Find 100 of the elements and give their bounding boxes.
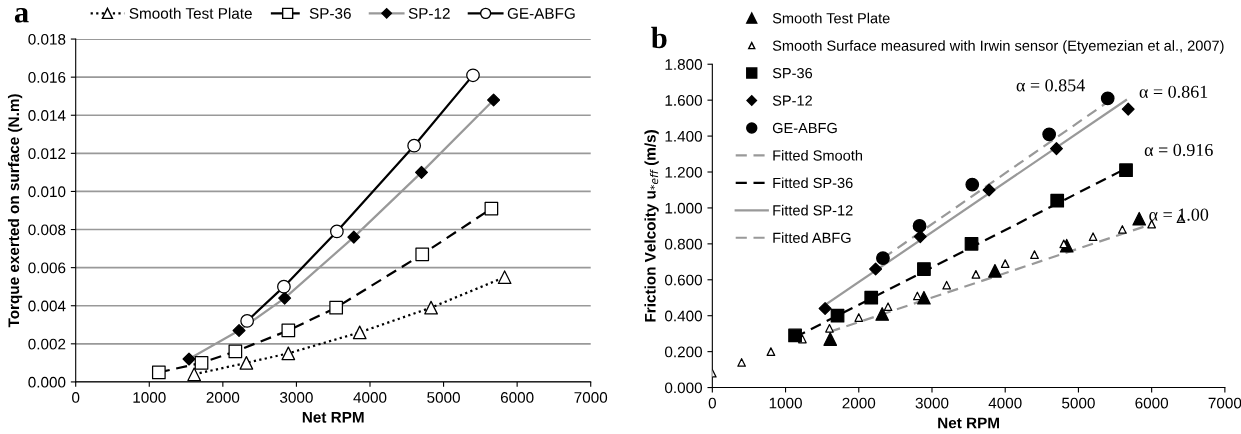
x-tick-label: 3000 xyxy=(280,392,313,403)
point xyxy=(854,313,864,322)
point xyxy=(883,302,893,312)
point xyxy=(1050,193,1065,208)
y-tick-label: 0.600 xyxy=(664,274,703,286)
point xyxy=(484,201,499,216)
x-tick-label: 7000 xyxy=(574,392,608,403)
y-axis-title: Torque exerted on surface (N.m) xyxy=(7,94,23,328)
annotation: α = 0.854 xyxy=(1016,79,1085,92)
legend-label: GE-ABFG xyxy=(772,122,837,134)
y-tick-label: 0.400 xyxy=(664,310,703,322)
point xyxy=(187,367,202,382)
point xyxy=(232,323,246,338)
point xyxy=(497,270,512,285)
x-axis-title: Net RPM xyxy=(938,417,999,429)
point xyxy=(415,247,430,262)
chart-title: b xyxy=(651,26,667,49)
legend-label: SP-12 xyxy=(772,95,812,106)
legend-label: Smooth Surface measured with Irwin sensor (Etyemezian et al., 2007) xyxy=(772,40,1224,54)
point xyxy=(194,355,209,370)
point xyxy=(329,300,344,315)
x-tick-label: 4000 xyxy=(988,397,1022,409)
y-tick-label: 1.800 xyxy=(665,59,703,70)
y-tick-label: 0.012 xyxy=(28,148,66,160)
point xyxy=(1049,142,1063,156)
point xyxy=(281,323,296,338)
y-tick-label: 0.010 xyxy=(28,186,66,198)
x-axis-title: Net RPM xyxy=(302,412,364,423)
x-tick-label: 5000 xyxy=(1062,397,1095,409)
point xyxy=(281,346,296,361)
y-tick-label: 1.600 xyxy=(665,95,703,106)
x-tick-label: 2000 xyxy=(842,397,876,409)
point xyxy=(825,323,834,333)
y-tick-label: 0.014 xyxy=(28,110,66,121)
x-tick-label: 2000 xyxy=(206,392,240,403)
point xyxy=(971,270,981,279)
annotation: α = 1.00 xyxy=(1149,208,1209,221)
annotation: α = 0.916 xyxy=(1144,143,1213,157)
point xyxy=(347,230,361,244)
legend-label: Fitted SP-12 xyxy=(773,204,853,216)
point xyxy=(917,290,931,305)
point xyxy=(913,230,927,244)
x-tick-label: 1000 xyxy=(133,392,166,403)
point xyxy=(869,262,883,276)
point xyxy=(917,262,931,276)
x-tick-label: 5000 xyxy=(427,392,460,403)
legend-label: Smooth Test Plate xyxy=(772,12,890,24)
point xyxy=(964,236,979,251)
legend-label: SP-12 xyxy=(408,8,450,19)
point xyxy=(818,302,832,316)
point xyxy=(151,365,166,380)
y-tick-label: 1.200 xyxy=(665,166,703,178)
point xyxy=(942,280,952,290)
point xyxy=(912,291,922,301)
y-tick-label: 1.000 xyxy=(665,202,703,214)
point xyxy=(352,325,367,340)
legend-label: Fitted ABFG xyxy=(773,232,851,243)
point xyxy=(982,183,996,197)
point xyxy=(424,300,438,315)
y-tick-label: 0.200 xyxy=(664,346,703,358)
legend-label: Fitted SP-36 xyxy=(773,177,853,189)
annotation: α = 0.861 xyxy=(1139,85,1208,98)
point xyxy=(487,93,501,107)
point xyxy=(875,307,890,321)
point xyxy=(414,165,429,179)
legend-label: Fitted Smooth xyxy=(773,149,862,161)
point xyxy=(1088,232,1098,242)
y-tick-label: 0.000 xyxy=(28,376,66,388)
y-tick-label: 0.016 xyxy=(28,72,66,83)
point xyxy=(988,263,1002,278)
y-tick-label: 0.004 xyxy=(28,300,66,312)
legend-label: GE-ABFG xyxy=(507,8,575,19)
x-tick-label: 0 xyxy=(72,392,80,403)
y-tick-label: 0.800 xyxy=(664,238,703,250)
y-tick-label: 0.006 xyxy=(28,262,66,274)
point xyxy=(737,358,746,367)
point xyxy=(823,332,838,346)
point xyxy=(228,344,243,359)
point xyxy=(766,347,776,357)
x-tick-label: 0 xyxy=(708,397,716,409)
y-tick-label: 0.018 xyxy=(28,33,66,45)
y-tick-label: 0.000 xyxy=(664,382,703,394)
point xyxy=(1117,225,1127,234)
y-tick-label: 0.008 xyxy=(28,224,66,236)
x-tick-label: 1000 xyxy=(769,397,802,409)
point xyxy=(278,291,292,305)
x-tick-label: 6000 xyxy=(500,392,534,403)
x-tick-label: 6000 xyxy=(1135,397,1169,409)
x-tick-label: 3000 xyxy=(915,397,949,409)
point xyxy=(239,355,254,370)
legend-label: Smooth Test Plate xyxy=(129,7,252,19)
point xyxy=(1119,163,1133,178)
point xyxy=(182,352,196,366)
point xyxy=(1132,211,1147,226)
y-tick-label: 1.400 xyxy=(665,130,703,142)
y-axis-title: Friction Velcoity u$_{*eff}$ (m/s) xyxy=(644,130,659,322)
chart-title: a xyxy=(14,7,29,23)
point xyxy=(1000,259,1010,268)
point xyxy=(1121,102,1135,116)
y-tick-label: 0.002 xyxy=(28,338,66,350)
